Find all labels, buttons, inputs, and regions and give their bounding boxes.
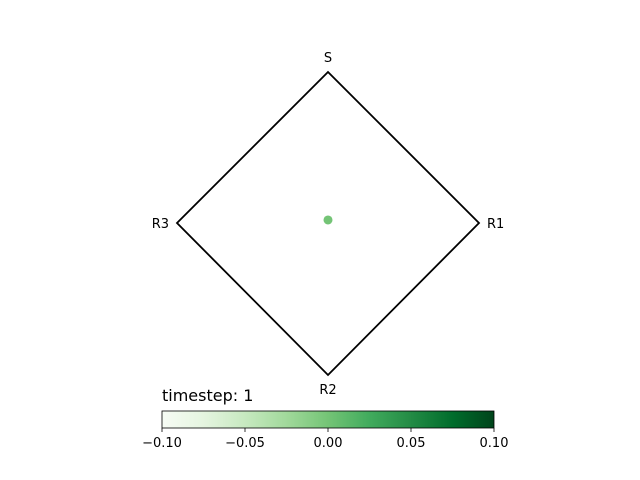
colorbar-tick-label: 0.00	[314, 436, 343, 451]
colorbar-tick-label: 0.10	[480, 436, 509, 451]
colorbar-tick-label: −0.10	[142, 436, 182, 451]
diamond-outline	[175, 70, 481, 377]
vertex-label-s: S	[324, 51, 332, 66]
vertex-label-r3: R3	[152, 217, 169, 232]
colorbar-ticks: −0.10 −0.05 0.00 0.05 0.10	[142, 428, 508, 451]
vertex-label-r2: R2	[319, 383, 336, 398]
colorbar-tick-label: −0.05	[225, 436, 265, 451]
colorbar-tick-label: 0.05	[397, 436, 426, 451]
vertex-label-r1: R1	[487, 217, 504, 232]
timestep-label: timestep: 1	[162, 386, 253, 405]
data-point	[323, 215, 333, 225]
colorbar	[161, 410, 495, 429]
points-layer	[323, 215, 333, 225]
